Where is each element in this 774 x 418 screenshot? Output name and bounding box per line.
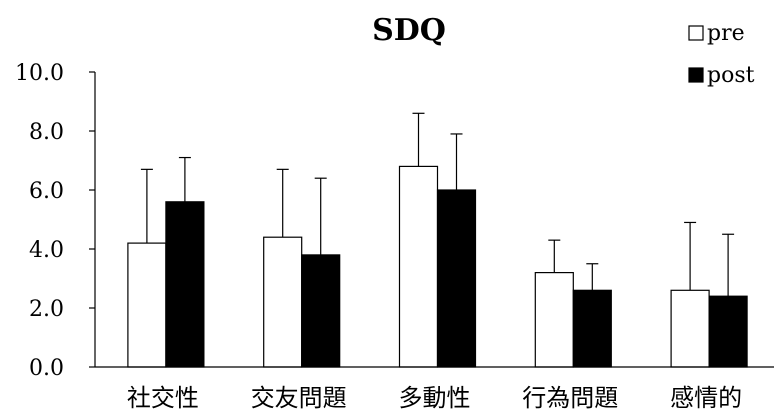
bar-post [572,289,612,368]
x-tick-label: 交友問題 [251,384,347,412]
legend-swatch-post [688,67,704,83]
bar-post [165,201,205,368]
legend-label-post: post [707,63,755,88]
y-tick-label: 0.0 [29,356,64,381]
error-bars [140,112,735,297]
chart-title: SDQ [372,13,446,48]
bar-pre [534,272,574,368]
y-tick-label: 4.0 [29,238,64,263]
legend-swatch-pre [688,25,704,41]
bar-pre [127,242,167,368]
y-tick-label: 2.0 [29,297,64,322]
x-tick-label: 社交性 [127,384,199,412]
bar-pre [263,236,303,368]
x-tick-label: 感情的 [670,384,742,412]
x-tick-label: 多動性 [399,384,471,412]
y-tick-label: 8.0 [29,120,64,145]
y-tick-label: 6.0 [29,179,64,204]
bar-post [708,295,748,368]
bar-post [436,189,477,368]
bar-pre [398,165,439,368]
legend: pre post [688,21,755,88]
bar-post [301,254,341,368]
bar-pre [670,289,710,368]
x-tick-label: 行為問題 [522,384,618,412]
legend-label-pre: pre [707,21,745,46]
bars [127,165,748,368]
x-axis: 社交性 交友問題 多動性 行為問題 感情的 [95,366,774,412]
y-axis: 0.0 2.0 4.0 6.0 8.0 10.0 [15,61,96,381]
y-tick-label: 10.0 [15,61,64,86]
